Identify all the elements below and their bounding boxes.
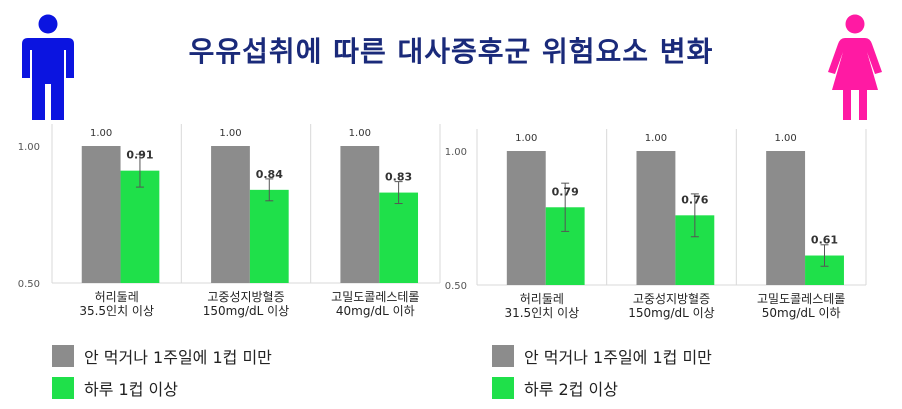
bar-reference	[211, 146, 250, 283]
y-tick-label: 1.00	[445, 147, 467, 158]
bar-reference	[506, 151, 546, 285]
bar-intake	[249, 189, 289, 283]
legend-label: 안 먹거나 1주일에 1컵 미만	[84, 348, 272, 367]
bar-reference	[636, 151, 676, 285]
legend-swatch-reference	[52, 345, 74, 367]
legend-swatch-intake	[52, 377, 74, 399]
category-label: 150mg/dL 이상	[628, 306, 714, 320]
category-label: 고밀도콜레스테롤	[331, 290, 419, 304]
reference-value-label: 1.00	[219, 128, 241, 139]
y-tick-label: 0.50	[18, 279, 40, 290]
bar-intake	[379, 192, 419, 283]
legend-male: 안 먹거나 1주일에 1컵 미만 하루 1컵 이상	[52, 345, 272, 409]
category-label: 31.5인치 이상	[504, 306, 579, 320]
bar-intake	[120, 170, 160, 283]
category-label: 35.5인치 이상	[79, 304, 154, 318]
category-label: 50mg/dL 이하	[762, 306, 841, 320]
intake-value-label: 0.61	[811, 234, 838, 247]
category-label: 150mg/dL 이상	[203, 304, 289, 318]
legend-swatch-reference	[492, 345, 514, 367]
page-title: 우유섭취에 따른 대사증후군 위험요소 변화	[188, 35, 714, 68]
intake-value-label: 0.76	[681, 193, 708, 206]
legend-item-reference: 안 먹거나 1주일에 1컵 미만	[492, 345, 712, 367]
reference-value-label: 1.00	[90, 128, 112, 139]
reference-value-label: 1.00	[349, 128, 371, 139]
legend-item-reference: 안 먹거나 1주일에 1컵 미만	[52, 345, 272, 367]
category-label: 고중성지방혈증	[207, 290, 284, 304]
category-label: 40mg/dL 이하	[336, 304, 415, 318]
reference-value-label: 1.00	[645, 133, 667, 144]
legend-item-intake: 하루 1컵 이상	[52, 377, 272, 399]
legend-female: 안 먹거나 1주일에 1컵 미만 하루 2컵 이상	[492, 345, 712, 409]
reference-value-label: 1.00	[515, 133, 537, 144]
category-label: 허리둘레	[95, 290, 139, 304]
legend-swatch-intake	[492, 377, 514, 399]
intake-value-label: 0.79	[552, 185, 579, 198]
y-tick-label: 1.00	[18, 142, 40, 153]
legend-label: 하루 1컵 이상	[84, 380, 178, 399]
intake-value-label: 0.91	[126, 149, 153, 162]
legend-label: 안 먹거나 1주일에 1컵 미만	[524, 348, 712, 367]
bar-reference	[766, 151, 806, 285]
bar-reference	[81, 146, 121, 283]
category-label: 고밀도콜레스테롤	[757, 292, 845, 306]
male-person-icon	[22, 14, 74, 120]
reference-value-label: 1.00	[774, 133, 796, 144]
intake-value-label: 0.83	[385, 171, 412, 184]
legend-item-intake: 하루 2컵 이상	[492, 377, 712, 399]
legend-label: 하루 2컵 이상	[524, 380, 618, 399]
female-person-icon	[828, 14, 882, 120]
category-label: 허리둘레	[520, 292, 564, 306]
y-tick-label: 0.50	[445, 281, 467, 292]
bar-reference	[340, 146, 380, 283]
intake-value-label: 0.84	[256, 168, 283, 181]
category-label: 고중성지방혈증	[633, 292, 710, 306]
